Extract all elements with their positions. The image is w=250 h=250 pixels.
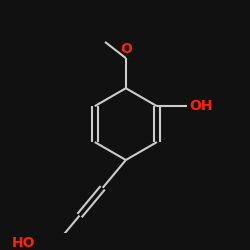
Text: O: O <box>120 42 132 56</box>
Text: OH: OH <box>189 99 213 113</box>
Text: HO: HO <box>12 236 36 250</box>
